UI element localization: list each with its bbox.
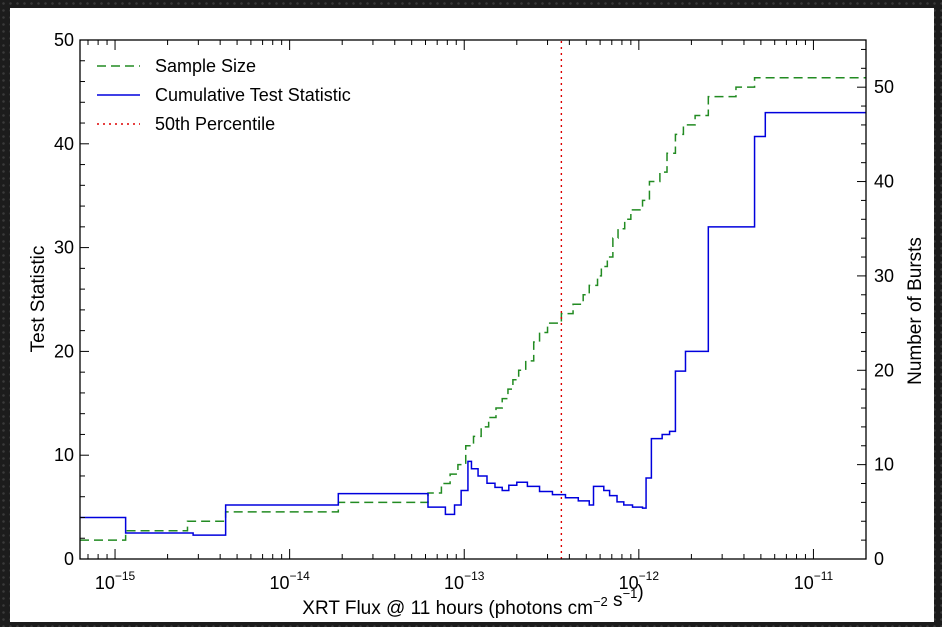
left-tick-label: 10 [54,445,74,465]
left-axis-label: Test Statistic [28,246,49,353]
legend-label-2: 50th Percentile [155,114,275,134]
x-tick-label: 10−11 [794,569,834,593]
x-axis-label: XRT Flux @ 11 hours (photons cm−2 s−1) [302,582,643,619]
legend-label-1: Cumulative Test Statistic [155,85,351,105]
left-tick-label: 30 [54,238,74,258]
right-tick-label: 30 [874,266,894,286]
right-tick-label: 50 [874,77,894,97]
right-axis-label: Number of Bursts [905,237,926,385]
series-line-1 [80,111,866,536]
legend: Sample Size Cumulative Test Statistic 50th… [97,56,351,134]
right-tick-label: 40 [874,172,894,192]
x-tick-label: 10−14 [269,569,310,593]
series-layer [80,40,866,559]
legend-label-0: Sample Size [155,56,256,76]
right-tick-label: 20 [874,360,894,380]
right-tick-label: 0 [874,549,884,569]
right-axis-ticks: 0 10 20 30 40 50 [857,48,894,569]
figure-background [10,8,934,622]
x-tick-label: 10−12 [619,569,660,593]
left-tick-label: 40 [54,134,74,154]
series-line-0 [80,77,866,541]
x-tick-label: 10−13 [444,569,485,593]
x-tick-label: 10−15 [95,569,136,593]
left-tick-label: 20 [54,341,74,361]
x-axis-ticks: 10−15 10−14 10−13 10−12 10−11 [87,40,867,593]
left-axis-ticks: 0 10 20 30 40 50 [54,30,89,569]
left-tick-label: 50 [54,30,74,50]
right-tick-label: 10 [874,455,894,475]
left-tick-label: 0 [64,549,74,569]
plot-frame [79,39,867,560]
